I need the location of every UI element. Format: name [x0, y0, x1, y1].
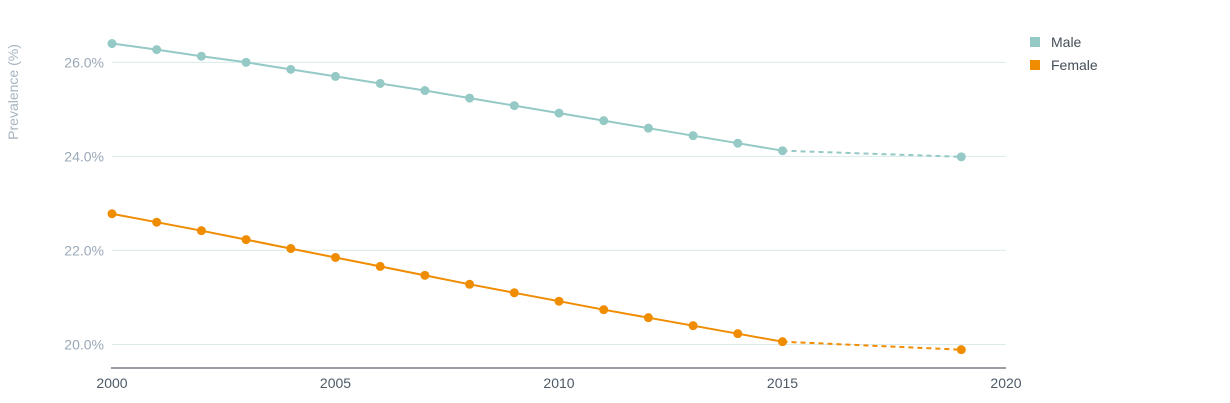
data-point — [241, 57, 251, 67]
series-layer — [107, 39, 966, 355]
series-male — [107, 39, 966, 162]
data-point — [420, 270, 430, 280]
data-point — [554, 108, 564, 118]
data-point — [554, 296, 564, 306]
x-tick-label: 2000 — [96, 375, 127, 391]
y-tick-label: 24.0% — [64, 148, 104, 164]
legend-swatch — [1030, 60, 1040, 70]
data-point — [286, 64, 296, 74]
x-tick-label: 2005 — [320, 375, 351, 391]
y-tick-labels: 20.0% 22.0% 24.0% 26.0% — [64, 54, 104, 352]
data-point — [688, 131, 698, 141]
data-point — [107, 209, 117, 219]
series-line — [111, 212, 783, 343]
data-point — [956, 345, 966, 355]
data-point — [375, 261, 385, 271]
y-tick-label: 20.0% — [64, 336, 104, 352]
data-point — [509, 288, 519, 298]
data-point — [420, 86, 430, 96]
projection-line — [782, 149, 962, 158]
data-point — [465, 93, 475, 103]
data-point — [331, 71, 340, 81]
data-point — [643, 313, 653, 323]
data-point — [465, 279, 475, 289]
data-point — [688, 321, 698, 331]
data-point — [778, 337, 787, 347]
data-point — [286, 244, 296, 254]
data-point — [107, 39, 117, 49]
data-point — [956, 152, 966, 162]
data-point — [599, 305, 609, 315]
legend-label: Female — [1051, 57, 1098, 73]
series-line — [111, 42, 783, 152]
data-point — [733, 329, 743, 339]
data-point — [241, 235, 251, 245]
x-tick-labels: 2000 2005 2010 2015 2020 — [96, 375, 1021, 391]
data-point — [196, 226, 206, 236]
x-tick-label: 2020 — [990, 375, 1021, 391]
projection-line — [782, 340, 962, 351]
legend-label: Male — [1051, 34, 1082, 50]
y-axis-label: Prevalence (%) — [5, 44, 21, 140]
legend: Male Female — [1030, 34, 1098, 73]
x-tick-label: 2015 — [767, 375, 798, 391]
data-point — [152, 45, 162, 55]
legend-swatch — [1030, 37, 1040, 47]
data-point — [196, 51, 206, 61]
data-point — [733, 138, 743, 148]
data-point — [331, 252, 340, 262]
data-point — [643, 123, 653, 133]
x-tick-label: 2010 — [543, 375, 574, 391]
y-tick-label: 22.0% — [64, 242, 104, 258]
y-tick-label: 26.0% — [64, 54, 104, 70]
data-point — [152, 217, 162, 227]
data-point — [509, 101, 519, 111]
data-point — [375, 78, 385, 88]
data-point — [599, 116, 609, 126]
data-point — [778, 146, 787, 156]
series-female — [107, 209, 966, 355]
